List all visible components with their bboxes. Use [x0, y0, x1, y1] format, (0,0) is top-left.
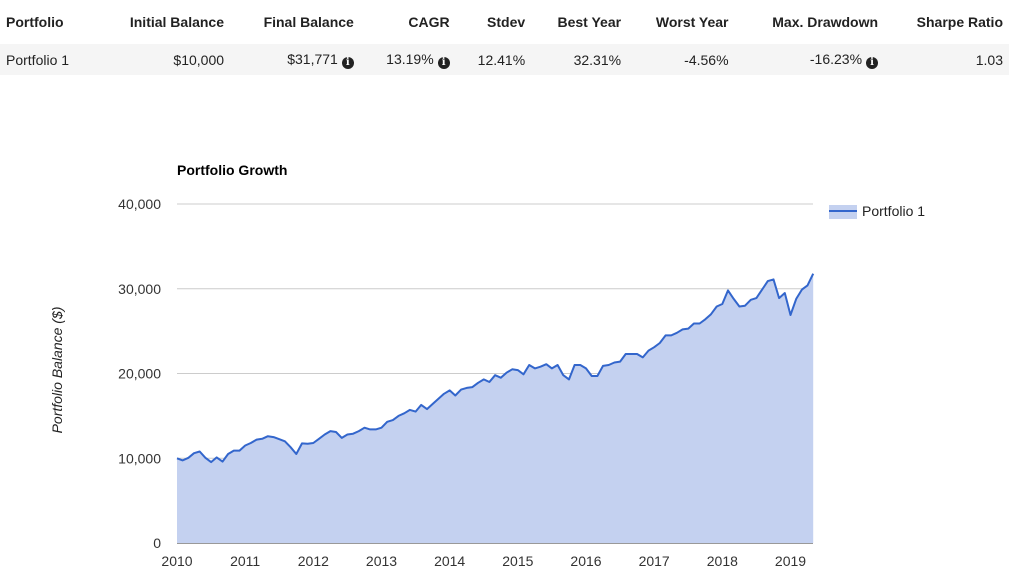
portfolio-summary-table: Portfolio Initial Balance Final Balance …: [0, 0, 1009, 75]
legend[interactable]: Portfolio 1: [829, 203, 925, 219]
y-axis-ticks: 0 10,000 20,000 30,000 40,000: [118, 196, 161, 551]
cagr-value: 13.19%: [386, 50, 434, 67]
cell-portfolio: Portfolio 1: [0, 44, 96, 75]
col-final-balance: Final Balance: [263, 14, 354, 30]
x-tick-label: 2011: [230, 553, 260, 569]
portfolio-growth-chart: Portfolio Growth 0 10,000 20,000 30,000 40,0…: [49, 162, 925, 569]
col-initial-balance: Initial Balance: [129, 14, 225, 30]
final-balance-value: $31,771: [287, 50, 338, 67]
max-drawdown-value: -16.23%: [809, 50, 863, 67]
chart-title: Portfolio Growth: [177, 162, 287, 178]
info-icon[interactable]: i: [341, 56, 354, 69]
x-tick-label: 2010: [161, 553, 192, 569]
cell-sharpe-ratio: 1.03: [884, 44, 1009, 75]
area-fill: [177, 273, 814, 543]
info-icon[interactable]: i: [866, 56, 879, 69]
col-portfolio: Portfolio: [6, 14, 64, 30]
cell-initial-balance: $10,000: [95, 44, 231, 75]
x-tick-label: 2019: [775, 553, 806, 569]
col-cagr: CAGR: [408, 14, 450, 30]
info-icon[interactable]: i: [437, 56, 450, 69]
y-tick-label: 0: [153, 535, 161, 551]
table-row: Portfolio 1 $10,000 $31,771 i 13.19% i 12.…: [0, 44, 1009, 75]
legend-label: Portfolio 1: [862, 203, 925, 219]
cell-stdev: 12.41%: [455, 44, 532, 75]
y-tick-label: 30,000: [118, 281, 161, 297]
cell-worst-year: -4.56%: [627, 44, 735, 75]
cell-best-year: 32.31%: [531, 44, 628, 75]
x-tick-label: 2016: [570, 553, 601, 569]
x-tick-label: 2018: [707, 553, 738, 569]
col-worst-year: Worst Year: [655, 14, 729, 30]
col-sharpe-ratio: Sharpe Ratio: [916, 14, 1003, 30]
y-tick-label: 20,000: [118, 366, 161, 382]
x-axis-ticks: 2010 2011 2012 2013 2014 2015 2016 2017 2018 2019: [161, 553, 806, 569]
cell-final-balance: $31,771 i: [230, 44, 360, 75]
col-max-drawdown: Max. Drawdown: [772, 14, 879, 30]
series-line-portfolio-1: [176, 273, 815, 464]
x-tick-label: 2015: [502, 553, 533, 569]
x-tick-label: 2013: [366, 553, 397, 569]
y-tick-label: 40,000: [118, 196, 161, 212]
y-tick-label: 10,000: [118, 450, 161, 466]
col-stdev: Stdev: [487, 14, 526, 30]
x-tick-label: 2012: [298, 553, 329, 569]
summary-header-row: Portfolio Initial Balance Final Balance …: [0, 0, 1009, 44]
x-tick-label: 2014: [434, 553, 465, 569]
x-tick-label: 2017: [639, 553, 670, 569]
cell-cagr: 13.19% i: [359, 44, 456, 75]
cell-max-drawdown: -16.23% i: [734, 44, 885, 75]
col-best-year: Best Year: [557, 14, 622, 30]
y-axis-label: Portfolio Balance ($): [49, 307, 65, 434]
